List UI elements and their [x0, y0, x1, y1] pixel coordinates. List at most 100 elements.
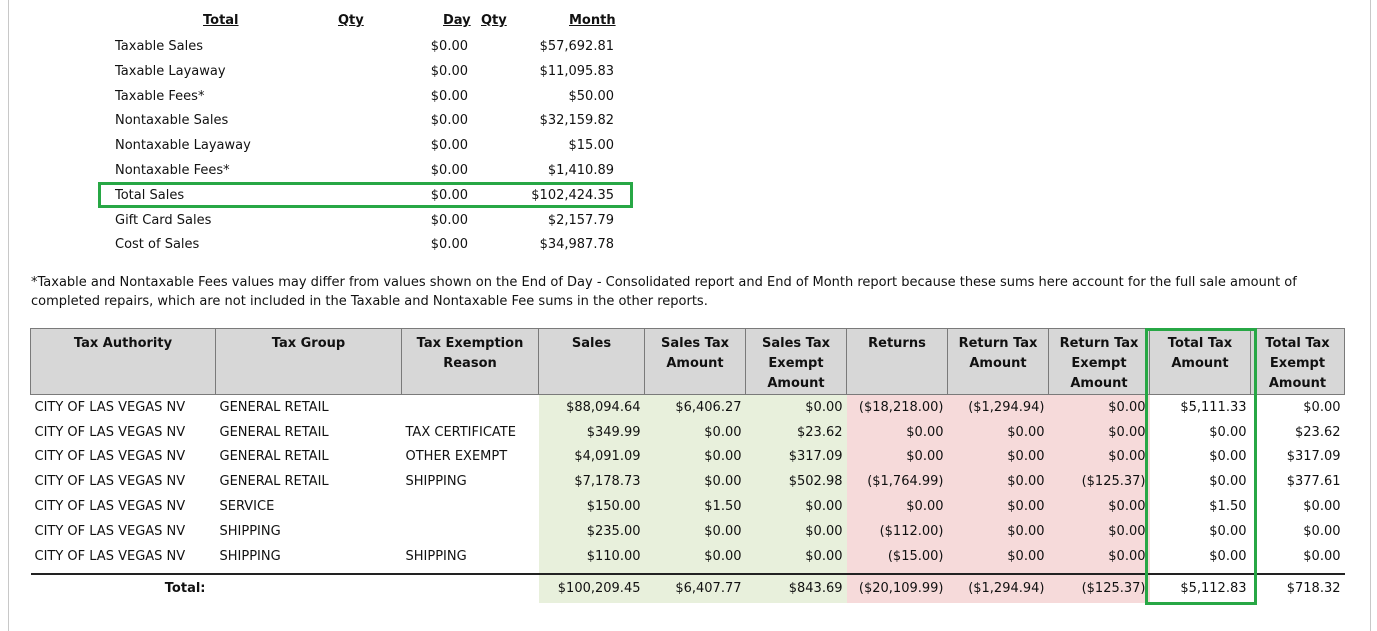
- table-cell: ($1,294.94): [947, 394, 1049, 420]
- table-cell: $5,111.33: [1180, 399, 1247, 415]
- table-cell: $235.00: [538, 518, 645, 544]
- summary-label: Nontaxable Sales: [115, 113, 229, 129]
- table-cell: SHIPPING: [405, 548, 467, 564]
- table-cell: $0.00: [745, 494, 847, 519]
- table-cell: GENERAL RETAIL: [219, 449, 329, 465]
- total-cell: $843.69: [745, 572, 847, 603]
- summary-row: Taxable Sales $0.00 $57,692.81: [0, 35, 660, 59]
- header-qty-2: Qty: [481, 13, 507, 28]
- table-cell: $0.00: [745, 394, 847, 420]
- table-cell: ($18,218.00): [846, 394, 948, 420]
- table-cell: CITY OF LAS VEGAS NV: [34, 548, 186, 564]
- table-cell: $0.00: [947, 518, 1049, 544]
- table-cell: $0.00: [1209, 424, 1247, 440]
- fees-footnote: *Taxable and Nontaxable Fees values may …: [31, 275, 1297, 309]
- table-cell: $0.00: [1303, 499, 1341, 515]
- left-border: [8, 0, 9, 631]
- table-cell: SHIPPING: [405, 474, 467, 490]
- summary-day: $0.00: [430, 163, 468, 178]
- summary-row: Taxable Layaway $0.00 $11,095.83: [0, 60, 660, 84]
- summary-day: $0.00: [430, 39, 468, 54]
- summary-month: $34,987.78: [539, 237, 614, 253]
- table-cell: $0.00: [644, 444, 746, 470]
- table-cell: ($1,764.99): [846, 469, 948, 495]
- header-total: Total: [203, 13, 239, 28]
- table-cell: $317.09: [1286, 449, 1341, 465]
- summary-month: $2,157.79: [547, 212, 614, 228]
- summary-month: $15.00: [568, 138, 615, 154]
- summary-label: Nontaxable Fees*: [115, 163, 230, 178]
- table-cell: $0.00: [1048, 444, 1150, 470]
- header-qty-1: Qty: [338, 13, 364, 28]
- summary-day: $0.00: [430, 237, 468, 253]
- table-cell: GENERAL RETAIL: [219, 474, 329, 490]
- table-cell: $0.00: [644, 469, 746, 495]
- summary-label: Nontaxable Layaway: [115, 138, 251, 154]
- summary-label: Total Sales: [115, 187, 185, 203]
- summary-day: $0.00: [430, 187, 468, 203]
- column-header: Sales: [538, 328, 645, 395]
- table-cell: $349.99: [538, 419, 645, 445]
- table-cell: $6,406.27: [644, 394, 746, 420]
- summary-month: $57,692.81: [539, 39, 614, 54]
- table-cell: $0.00: [1048, 394, 1150, 420]
- summary-day: $0.00: [430, 138, 468, 154]
- total-label: Total:: [30, 572, 216, 603]
- table-cell: SHIPPING: [219, 548, 281, 564]
- table-cell: $7,178.73: [538, 469, 645, 495]
- table-cell: $0.00: [745, 518, 847, 544]
- table-cell: ($15.00): [846, 543, 948, 569]
- table-cell: $0.00: [1303, 548, 1341, 564]
- summary-row: Nontaxable Sales $0.00 $32,159.82: [0, 109, 660, 133]
- column-header: Return Tax Amount: [947, 328, 1049, 395]
- column-header: Tax Exemption Reason: [401, 328, 539, 395]
- summary-month: $32,159.82: [539, 113, 614, 129]
- table-cell: $0.00: [947, 469, 1049, 495]
- summary-day: $0.00: [430, 212, 468, 228]
- table-cell: $0.00: [947, 543, 1049, 569]
- summary-month: $50.00: [568, 88, 615, 104]
- table-cell: SERVICE: [219, 499, 275, 515]
- table-cell: OTHER EXEMPT: [405, 449, 508, 465]
- table-cell: CITY OF LAS VEGAS NV: [34, 449, 186, 465]
- table-cell: $4,091.09: [538, 444, 645, 470]
- table-cell: $1.50: [644, 494, 746, 519]
- summary-month: $1,410.89: [547, 163, 614, 178]
- table-cell: $0.00: [947, 419, 1049, 445]
- column-header: Tax Group: [215, 328, 402, 395]
- table-cell: $0.00: [947, 494, 1049, 519]
- summary-row: Nontaxable Layaway $0.00 $15.00: [0, 134, 660, 158]
- summary-day: $0.00: [430, 88, 468, 104]
- table-cell: GENERAL RETAIL: [219, 399, 329, 415]
- summary-row: Taxable Fees* $0.00 $50.00: [0, 85, 660, 109]
- tax-table: Tax Authority Tax Group Tax Exemption Reas…: [30, 328, 1345, 603]
- column-header: Sales Tax Exempt Amount: [745, 328, 847, 395]
- table-cell: CITY OF LAS VEGAS NV: [34, 499, 186, 515]
- summary-row: Total Sales $0.00 $102,424.35: [0, 184, 660, 208]
- table-cell: $23.62: [1295, 424, 1341, 440]
- column-header: Total Tax Exempt Amount: [1250, 328, 1345, 395]
- table-row: CITY OF LAS VEGAS NV GENERAL RETAIL SHIPPI…: [31, 469, 1345, 495]
- summary-row: Nontaxable Fees* $0.00 $1,410.89: [0, 159, 660, 183]
- summary-day: $0.00: [430, 113, 468, 129]
- table-cell: $0.00: [846, 419, 948, 445]
- total-cell: $100,209.45: [538, 572, 645, 603]
- table-cell: $0.00: [1209, 523, 1247, 539]
- table-cell: $0.00: [1209, 548, 1247, 564]
- summary-row: Gift Card Sales $0.00 $2,157.79: [0, 209, 660, 233]
- table-cell: $150.00: [538, 494, 645, 519]
- total-cell: ($125.37): [1048, 572, 1150, 603]
- table-cell: [402, 494, 539, 519]
- summary-label: Taxable Sales: [115, 39, 204, 54]
- summary-label: Taxable Fees*: [115, 88, 205, 104]
- table-cell: $0.00: [1209, 474, 1247, 490]
- table-row: CITY OF LAS VEGAS NV SHIPPING $235.00 $0.00…: [31, 518, 1345, 544]
- total-cell: $718.32: [1250, 572, 1345, 603]
- table-cell: SHIPPING: [219, 523, 281, 539]
- table-row: CITY OF LAS VEGAS NV GENERAL RETAIL OTHER …: [31, 444, 1345, 470]
- table-cell: $0.00: [1048, 494, 1150, 519]
- table-cell: $0.00: [1209, 449, 1247, 465]
- table-cell: $0.00: [1303, 399, 1341, 415]
- table-cell: $1.50: [1209, 499, 1247, 515]
- table-cell: $0.00: [947, 444, 1049, 470]
